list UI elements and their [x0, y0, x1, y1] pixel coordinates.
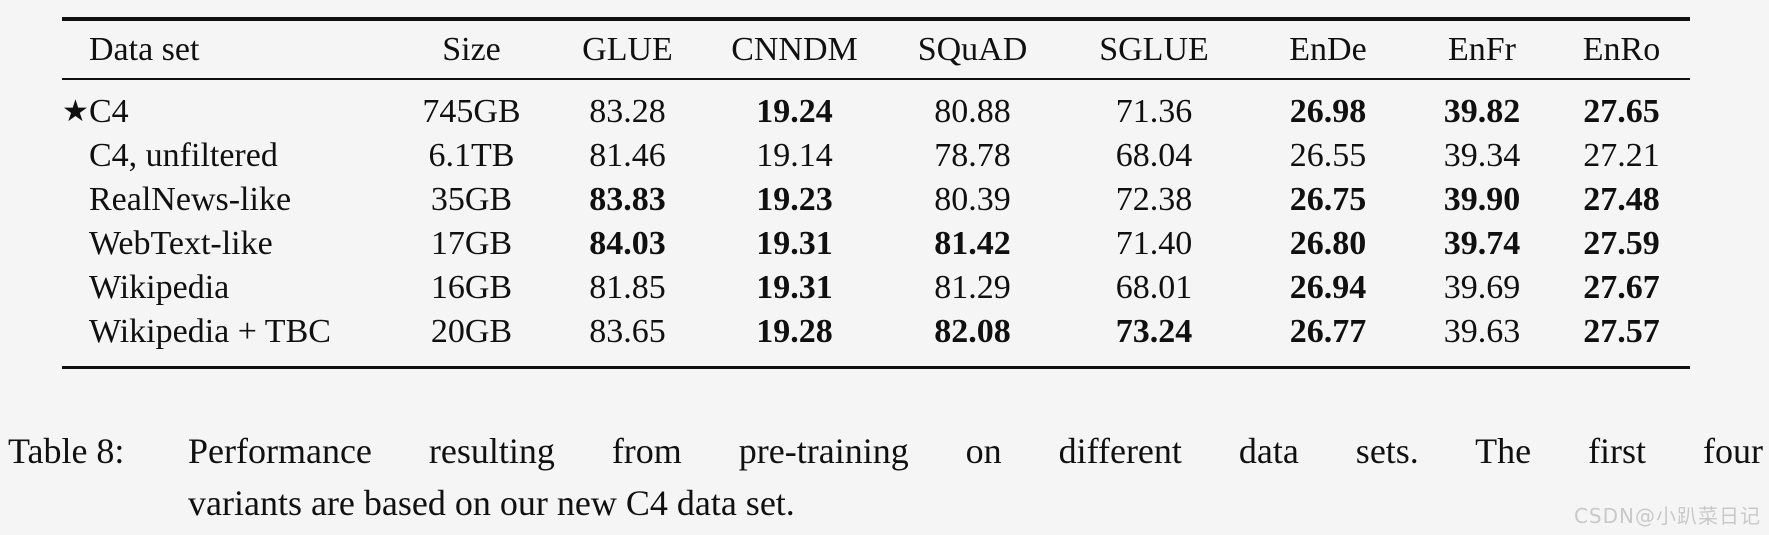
value-cell: 20GB — [430, 313, 513, 350]
value-cell: 19.31 — [756, 269, 833, 306]
value-cell: 26.55 — [1289, 137, 1367, 174]
value-cell: 81.29 — [934, 269, 1011, 306]
value-cell: 68.01 — [1115, 269, 1193, 306]
column-header-size: Size — [442, 30, 501, 68]
value-cell: 26.75 — [1289, 181, 1367, 218]
watermark-text: CSDN@小趴菜日记 — [1573, 504, 1761, 528]
value-cell: 19.23 — [756, 181, 833, 218]
value-cell: 27.67 — [1583, 269, 1660, 306]
value-cell: 39.63 — [1443, 313, 1521, 350]
value-cell: 35GB — [430, 181, 513, 218]
caption-text-line-2: variants are based on our new C4 data se… — [188, 483, 795, 523]
column-header-ende: EnDe — [1289, 30, 1367, 68]
dataset-cell: Wikipedia + TBC — [62, 310, 395, 368]
value-cell: 83.83 — [589, 181, 666, 218]
value-cell: 26.98 — [1289, 93, 1367, 130]
value-cell: 6.1TB — [428, 137, 515, 174]
value-cell: 39.34 — [1443, 137, 1521, 174]
dataset-name: Wikipedia + TBC — [89, 313, 331, 350]
dataset-cell: WebText-like — [62, 222, 395, 266]
value-cell: 16GB — [430, 269, 513, 306]
dataset-name: C4 — [89, 93, 129, 130]
dataset-name: RealNews-like — [89, 181, 292, 218]
value-cell: 39.74 — [1443, 225, 1521, 262]
dataset-name: Wikipedia — [89, 269, 230, 306]
dataset-name: WebText-like — [89, 225, 273, 262]
table-row: C4, unfiltered 6.1TB 81.46 19.14 78.78 68.04 2… — [62, 134, 1690, 178]
value-cell: 81.85 — [589, 269, 666, 306]
table-header-row: Data set Size GLUE CNNDM SQuAD SGLUE EnDe EnFr E… — [62, 19, 1690, 79]
table-row: ★C4 745GB 83.28 19.24 80.88 71.36 26.98 39.82 27… — [62, 79, 1690, 134]
column-header-enro: EnRo — [1582, 30, 1661, 68]
column-header-data-set: Data set — [89, 30, 200, 68]
value-cell: 27.65 — [1583, 93, 1660, 130]
star-icon: ★ — [62, 95, 89, 128]
dataset-cell: C4, unfiltered — [62, 134, 395, 178]
results-table: Data set Size GLUE CNNDM SQuAD SGLUE EnDe EnFr E… — [62, 17, 1690, 369]
column-header-squad: SQuAD — [917, 30, 1028, 68]
value-cell: 27.57 — [1583, 313, 1660, 350]
value-cell: 19.14 — [756, 137, 833, 174]
value-cell: 83.28 — [589, 93, 666, 130]
value-cell: 26.80 — [1289, 225, 1367, 262]
value-cell: 80.88 — [934, 93, 1011, 130]
value-cell: 19.31 — [756, 225, 833, 262]
value-cell: 84.03 — [589, 225, 666, 262]
caption-text-line-1: Performance resulting from pre-training … — [188, 431, 1763, 471]
column-header-cnndm: CNNDM — [731, 30, 858, 68]
value-cell: 80.39 — [934, 181, 1011, 218]
dataset-name: C4, unfiltered — [89, 137, 278, 174]
value-cell: 39.69 — [1443, 269, 1521, 306]
value-cell: 81.46 — [589, 137, 666, 174]
table-row: Wikipedia 16GB 81.85 19.31 81.29 68.01 26.94 39… — [62, 266, 1690, 310]
column-header-sglue: SGLUE — [1099, 30, 1209, 68]
dataset-cell: ★C4 — [62, 79, 395, 134]
column-header-enfr: EnFr — [1448, 30, 1516, 68]
caption-label: Table 8: — [8, 431, 125, 471]
dataset-cell: Wikipedia — [62, 266, 395, 310]
value-cell: 68.04 — [1115, 137, 1193, 174]
value-cell: 19.28 — [756, 313, 833, 350]
table-row: WebText-like 17GB 84.03 19.31 81.42 71.40 26.8… — [62, 222, 1690, 266]
value-cell: 27.21 — [1583, 137, 1660, 174]
value-cell: 82.08 — [934, 313, 1011, 350]
value-cell: 26.94 — [1289, 269, 1367, 306]
value-cell: 83.65 — [589, 313, 666, 350]
value-cell: 19.24 — [756, 93, 833, 130]
value-cell: 71.40 — [1115, 225, 1193, 262]
value-cell: 71.36 — [1115, 93, 1193, 130]
value-cell: 26.77 — [1289, 313, 1367, 350]
value-cell: 81.42 — [934, 225, 1011, 262]
value-cell: 27.59 — [1583, 225, 1660, 262]
value-cell: 27.48 — [1583, 181, 1660, 218]
value-cell: 17GB — [430, 225, 513, 262]
table-caption: Table 8: Performance resulting from pre-… — [8, 425, 1763, 529]
column-header-glue: GLUE — [582, 30, 673, 68]
table-row: RealNews-like 35GB 83.83 19.23 80.39 72.38 26.… — [62, 178, 1690, 222]
value-cell: 39.90 — [1443, 181, 1521, 218]
table-row: Wikipedia + TBC 20GB 83.65 19.28 82.08 73.24 2… — [62, 310, 1690, 368]
value-cell: 745GB — [422, 93, 521, 130]
value-cell: 72.38 — [1115, 181, 1193, 218]
value-cell: 39.82 — [1443, 93, 1521, 130]
value-cell: 78.78 — [934, 137, 1011, 174]
dataset-cell: RealNews-like — [62, 178, 395, 222]
value-cell: 73.24 — [1115, 313, 1193, 350]
